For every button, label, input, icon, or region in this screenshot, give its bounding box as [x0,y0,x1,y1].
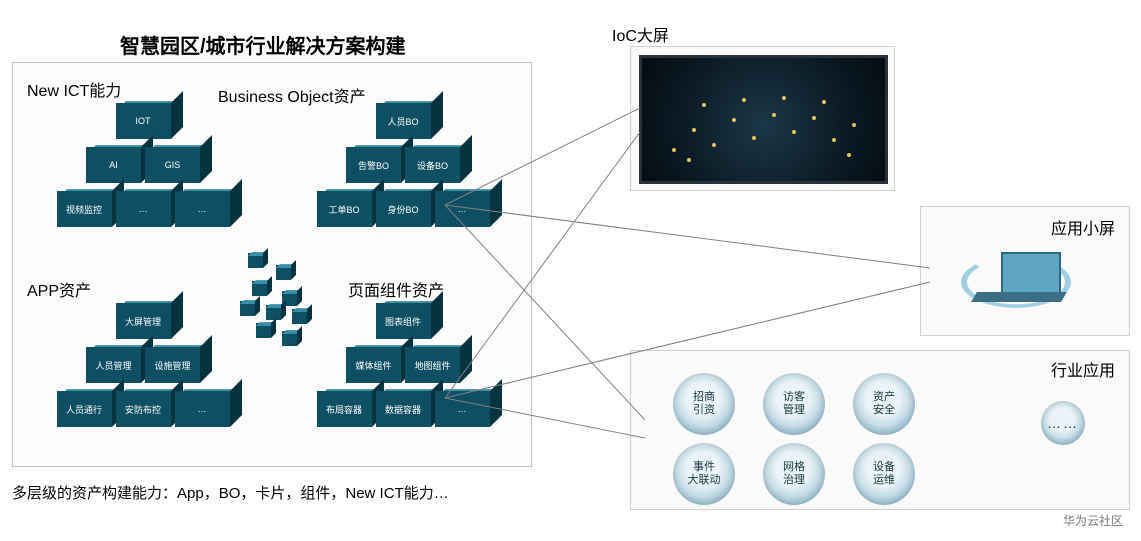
cube: 大屏管理 [116,303,171,339]
cube: 视频监控 [57,191,112,227]
ioc-dot [672,148,676,152]
panel-industry-apps: 行业应用 招商引资访客管理资产安全事件大联动网格治理设备运维 …… [630,350,1130,510]
cube: IOT [116,103,171,139]
app-title: 应用小屏 [1051,215,1115,239]
ioc-dot [852,123,856,127]
cube: 媒体组件 [346,347,401,383]
laptop-ring-icon [966,237,1086,327]
panel-ioc [630,46,895,191]
ioc-dot [822,100,826,104]
ioc-dot [752,136,756,140]
scatter-cube [266,305,281,320]
quadrant-label-app: APP资产 [27,277,91,301]
ioc-dot [712,143,716,147]
cube: 地图组件 [405,347,460,383]
industry-disc: 事件大联动 [673,443,735,505]
ioc-dot [812,116,816,120]
industry-disc-more: …… [1041,401,1085,445]
quadrant-label-ict: New ICT能力 [27,77,121,101]
page-title: 智慧园区/城市行业解决方案构建 [120,30,406,59]
panel-app-smallscreen: 应用小屏 [920,206,1130,336]
cube: … [116,191,171,227]
pyramid-ict: IOTAIGIS视频监控…… [43,103,243,273]
left-assets-panel: New ICT能力IOTAIGIS视频监控……Business Object资产… [12,62,532,467]
ioc-dot [772,113,776,117]
cube: 工单BO [317,191,372,227]
cube: 告警BO [346,147,401,183]
ioc-dot [782,96,786,100]
industry-disc: 招商引资 [673,373,735,435]
ioc-dot [732,118,736,122]
scatter-cube [248,253,263,268]
pyramid-app: 大屏管理人员管理设施管理人员通行安防布控… [43,303,243,473]
cube: 身份BO [376,191,431,227]
scatter-cube [276,265,291,280]
industry-disc: 资产安全 [853,373,915,435]
industry-disc: 网格治理 [763,443,825,505]
cube: … [435,391,490,427]
cube: 设备BO [405,147,460,183]
ioc-title: IoC大屏 [612,22,669,46]
cube: GIS [145,147,200,183]
ioc-screen [639,55,888,184]
scatter-cube [256,323,271,338]
cube: 设施管理 [145,347,200,383]
footnote-text: 多层级的资产构建能力：App，BO，卡片，组件，New ICT能力… [12,482,449,503]
scatter-cube [252,281,267,296]
ioc-dot [832,138,836,142]
scatter-cube [292,309,307,324]
cube: … [175,191,230,227]
pyramid-comp: 图表组件媒体组件地图组件布局容器数据容器… [303,303,503,473]
cube: 人员通行 [57,391,112,427]
scatter-cube [240,301,255,316]
industry-disc: 设备运维 [853,443,915,505]
cube: 安防布控 [116,391,171,427]
cube: 人员管理 [86,347,141,383]
cube: 布局容器 [317,391,372,427]
scatter-cube [282,331,297,346]
quadrant-label-comp: 页面组件资产 [348,277,444,301]
cube: … [175,391,230,427]
cube: AI [86,147,141,183]
ioc-dot [687,158,691,162]
ioc-dot [702,103,706,107]
ioc-dot [847,153,851,157]
cube: 图表组件 [376,303,431,339]
industry-disc: 访客管理 [763,373,825,435]
cube: 数据容器 [376,391,431,427]
ioc-dot [692,128,696,132]
pyramid-bo: 人员BO 告警BO设备BO 工单BO身份BO… [303,103,503,273]
ioc-dot [792,130,796,134]
scatter-cubes [238,253,328,343]
cube: 人员BO [376,103,431,139]
ioc-dot [742,98,746,102]
brand-label: 华为云社区 [1063,512,1123,529]
industry-title: 行业应用 [1051,357,1115,381]
cube: … [435,191,490,227]
